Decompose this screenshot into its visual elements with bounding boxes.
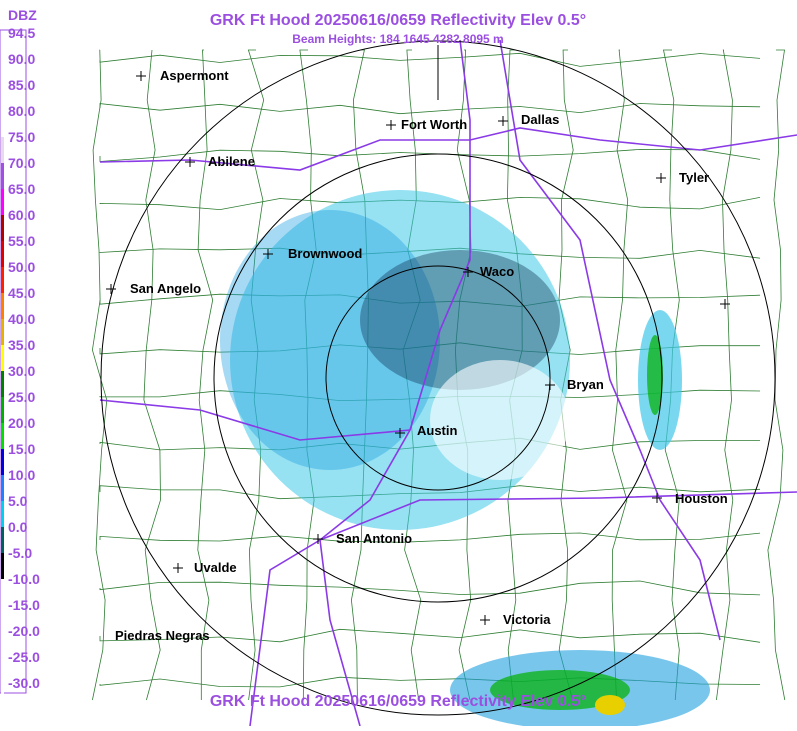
city-label: Uvalde: [194, 560, 237, 575]
legend-label: 45.0: [8, 285, 35, 301]
legend-swatch: [1, 111, 4, 137]
legend-label: 85.0: [8, 77, 35, 93]
legend-label: 15.0: [8, 441, 35, 457]
legend-label: 5.0: [8, 493, 28, 509]
county-line: [143, 49, 161, 701]
legend-label: 0.0: [8, 519, 28, 535]
legend-swatch: [1, 501, 4, 527]
legend-swatch: [1, 657, 4, 683]
legend-swatch: [1, 683, 4, 709]
county-line: [99, 103, 761, 115]
legend-swatch: [1, 527, 4, 553]
legend-label: 10.0: [8, 467, 35, 483]
city-label: Austin: [417, 423, 458, 438]
footer-title: GRK Ft Hood 20250616/0659 Reflectivity E…: [210, 693, 586, 710]
legend-swatch: [1, 397, 4, 423]
legend-swatch: [1, 319, 4, 345]
city-labels: Aspermont Fort Worth Dallas Abilene Tyler Bro…: [106, 68, 730, 643]
range-rings: [100, 40, 776, 716]
legend-swatch: [1, 33, 4, 59]
county-line: [99, 532, 761, 543]
legend-label: 80.0: [8, 103, 35, 119]
legend-label: -15.0: [8, 597, 40, 613]
legend-label: -25.0: [8, 649, 40, 665]
legend-swatch: [1, 163, 4, 189]
legend-label: 40.0: [8, 311, 35, 327]
legend-swatch: [1, 241, 4, 267]
legend-swatch: [1, 85, 4, 111]
radar-echo: [220, 190, 710, 730]
legend-swatch: [1, 345, 4, 371]
legend-label: 20.0: [8, 415, 35, 431]
legend: 94.5 90.0 85.0 80.0 75.0 70.0 65.0 60.0 55.0 50.0…: [1, 25, 40, 709]
city-label: Tyler: [679, 170, 709, 185]
legend-label: -20.0: [8, 623, 40, 639]
title: GRK Ft Hood 20250616/0659 Reflectivity E…: [210, 12, 586, 29]
legend-label: 50.0: [8, 259, 35, 275]
legend-label: -30.0: [8, 675, 40, 691]
county-line: [197, 49, 214, 700]
county-line: [99, 52, 761, 67]
county-line: [716, 49, 734, 701]
city-label: San Antonio: [336, 531, 412, 546]
legend-label: 35.0: [8, 337, 35, 353]
city-label: Waco: [480, 264, 514, 279]
legend-swatch: [1, 267, 4, 293]
legend-swatch: [1, 605, 4, 631]
county-line: [558, 49, 574, 701]
subtitle: Beam Heights: 184 1645 4282 8095 m: [292, 32, 503, 46]
county-line: [99, 628, 761, 643]
legend-label: 55.0: [8, 233, 35, 249]
legend-unit: DBZ: [8, 7, 37, 23]
legend-label: 75.0: [8, 129, 35, 145]
legend-frame: [0, 29, 27, 694]
legend-label: 70.0: [8, 155, 35, 171]
legend-swatch: [1, 579, 4, 605]
county-line: [99, 148, 761, 162]
city-label: Dallas: [521, 112, 559, 127]
legend-swatch: [1, 475, 4, 501]
legend-swatch: [1, 449, 4, 475]
legend-label: 65.0: [8, 181, 35, 197]
city-label: Abilene: [208, 154, 255, 169]
legend-label: 25.0: [8, 389, 35, 405]
legend-label: 60.0: [8, 207, 35, 223]
county-line: [99, 580, 761, 596]
county-line: [767, 49, 786, 701]
city-label: Houston: [675, 491, 728, 506]
legend-label: -5.0: [8, 545, 32, 561]
legend-swatch: [1, 189, 4, 215]
city-label: Bryan: [567, 377, 604, 392]
city-label: San Angelo: [130, 281, 201, 296]
city-label: Aspermont: [160, 68, 229, 83]
city-label: Victoria: [503, 612, 551, 627]
legend-label: 90.0: [8, 51, 35, 67]
legend-swatch: [1, 137, 4, 163]
city-label: Brownwood: [288, 246, 362, 261]
legend-label: -10.0: [8, 571, 40, 587]
legend-swatch: [1, 215, 4, 241]
county-line: [91, 49, 108, 701]
legend-swatch: [1, 631, 4, 657]
legend-swatch: [1, 59, 4, 85]
legend-label: 30.0: [8, 363, 35, 379]
legend-swatch: [1, 371, 4, 397]
county-line: [611, 49, 629, 701]
legend-swatch: [1, 293, 4, 319]
city-label: Fort Worth: [401, 117, 467, 132]
city-label: Piedras Negras: [115, 628, 210, 643]
highways: [99, 39, 797, 727]
legend-label: 94.5: [8, 25, 35, 41]
legend-swatch: [1, 423, 4, 449]
legend-swatch: [1, 553, 4, 579]
